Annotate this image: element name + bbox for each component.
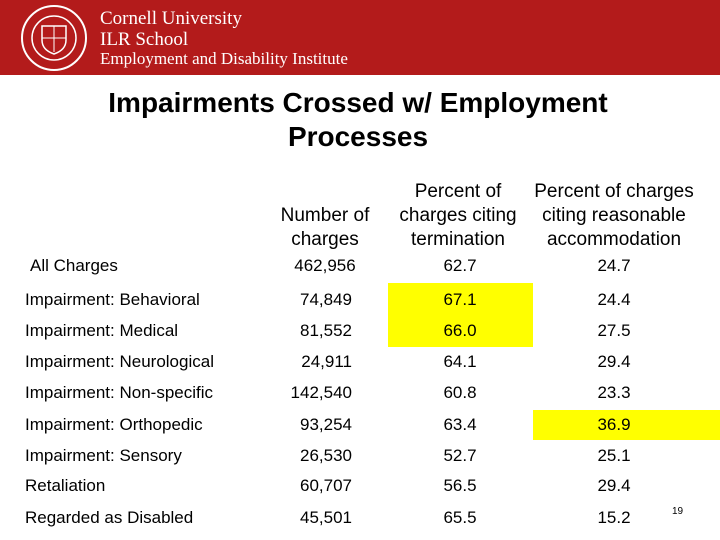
row-label: Impairment: Orthopedic <box>25 415 203 434</box>
cell-value: 26,530 <box>300 446 352 465</box>
slide-title: Impairments Crossed w/ Employment Proces… <box>108 87 608 152</box>
column-header: Percent of charges citing reasonable acc… <box>534 181 694 250</box>
cell-value: 67.1 <box>443 290 477 309</box>
seal-logo <box>21 5 87 71</box>
cell-value: 56.5 <box>443 476 477 495</box>
highlight <box>533 410 720 440</box>
cell-value: 27.5 <box>597 321 631 340</box>
cell-value: 62.7 <box>443 256 477 275</box>
row-label: Impairment: Non-specific <box>25 383 214 402</box>
cell-value: 24.4 <box>597 290 631 309</box>
row-label: Retaliation <box>25 476 106 495</box>
cell-value: 60.8 <box>443 383 477 402</box>
cell-value: 64.1 <box>443 352 477 371</box>
cell-value: 15.2 <box>597 508 631 527</box>
cell-value: 60,707 <box>300 476 352 495</box>
cell-value: 52.7 <box>443 446 477 465</box>
institution-line: Cornell University <box>100 8 242 29</box>
row-label: Impairment: Sensory <box>25 446 182 465</box>
cell-value: 142,540 <box>290 383 352 402</box>
row-label: Impairment: Behavioral <box>25 290 200 309</box>
cell-value: 45,501 <box>300 508 352 527</box>
row-label: Impairment: Medical <box>25 321 179 340</box>
cell-value: 23.3 <box>597 383 631 402</box>
institution-line: Employment and Disability Institute <box>100 49 348 68</box>
highlight <box>388 283 533 316</box>
cell-value: 81,552 <box>300 321 352 340</box>
column-header: Number of charges <box>280 205 370 250</box>
cell-value: 24.7 <box>597 256 631 275</box>
row-label: All Charges <box>30 256 118 275</box>
cell-value: 36.9 <box>597 415 631 434</box>
row-label: Impairment: Neurological <box>25 352 214 371</box>
cell-value: 93,254 <box>300 415 352 434</box>
cell-value: 63.4 <box>443 415 477 434</box>
cell-value: 66.0 <box>443 321 477 340</box>
cell-value: 462,956 <box>294 256 356 275</box>
row-label: Regarded as Disabled <box>25 508 194 527</box>
header-banner: Cornell University ILR School Employment… <box>0 0 720 75</box>
page-number: 19 <box>672 506 684 517</box>
cell-value: 25.1 <box>597 446 631 465</box>
cell-value: 74,849 <box>300 290 352 309</box>
cell-value: 29.4 <box>597 352 631 371</box>
cell-value: 29.4 <box>597 476 631 495</box>
column-header: Percent of charges citing termination <box>399 181 517 250</box>
institution-line: ILR School <box>100 29 189 50</box>
highlight <box>388 316 533 347</box>
cell-value: 24,911 <box>301 352 352 371</box>
cell-value: 65.5 <box>443 508 477 527</box>
